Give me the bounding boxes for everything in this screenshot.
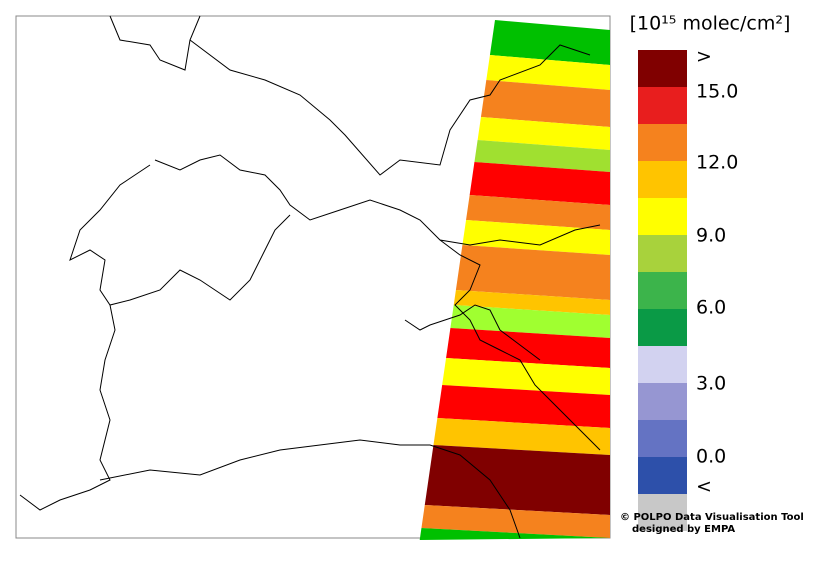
swath-stripe (455, 245, 610, 300)
colorbar-box (638, 272, 687, 309)
swath-stripe (446, 328, 610, 368)
colorbar-label: 15.0 (696, 81, 738, 103)
colorbar-box (638, 198, 687, 235)
colorbar-box (638, 124, 687, 161)
colorbar-box (638, 161, 687, 198)
swath-stripe (469, 162, 610, 205)
swath-stripe (462, 220, 610, 255)
legend-title: [10¹⁵ molec/cm²] (630, 13, 791, 35)
colorbar-box (638, 420, 687, 457)
swath-stripe (433, 418, 610, 455)
colorbar-label: 6.0 (696, 297, 726, 319)
border (19, 304, 116, 511)
coast (439, 239, 601, 451)
colorbar-box (638, 50, 687, 87)
swath-stripe (442, 358, 610, 395)
colorbar-box (638, 494, 687, 531)
satellite-swath (419, 20, 610, 540)
swath-stripe (421, 505, 610, 538)
colorbar-box (638, 383, 687, 420)
colorbar-label: > (696, 46, 712, 68)
colorbar-box (638, 309, 687, 346)
colorbar-box (638, 235, 687, 272)
swath-stripe (480, 80, 610, 127)
colorbar-box (638, 457, 687, 494)
colorbar-box (638, 87, 687, 124)
border (69, 164, 291, 306)
legend: [10¹⁵ molec/cm²] >15.0 12.0 9.0 6.0 3.0 0.0 < (630, 13, 791, 531)
colorbar-label: 0.0 (696, 446, 726, 468)
credit: © POLPO Data Visualisation Tool (620, 512, 804, 523)
swath-stripe (474, 140, 610, 172)
credit: designed by EMPA (632, 524, 735, 535)
coast (404, 304, 541, 361)
colorbar-label: 12.0 (696, 152, 738, 174)
colorbar-label: < (696, 476, 712, 498)
border (189, 39, 591, 176)
border (154, 154, 601, 246)
swath-stripe (453, 290, 610, 315)
colorbar-label: 3.0 (696, 373, 726, 395)
colorbar-label: 9.0 (696, 225, 726, 247)
swath-stripe (466, 195, 610, 230)
swath-stripe (489, 20, 610, 65)
swath-stripe (477, 117, 610, 150)
swath-stripe (486, 55, 610, 90)
swath-stripe (424, 445, 610, 515)
colorbar-box (638, 346, 687, 383)
borders (19, 15, 601, 539)
swath-stripe (419, 528, 610, 540)
border (99, 439, 521, 539)
swath-stripe (450, 305, 610, 338)
